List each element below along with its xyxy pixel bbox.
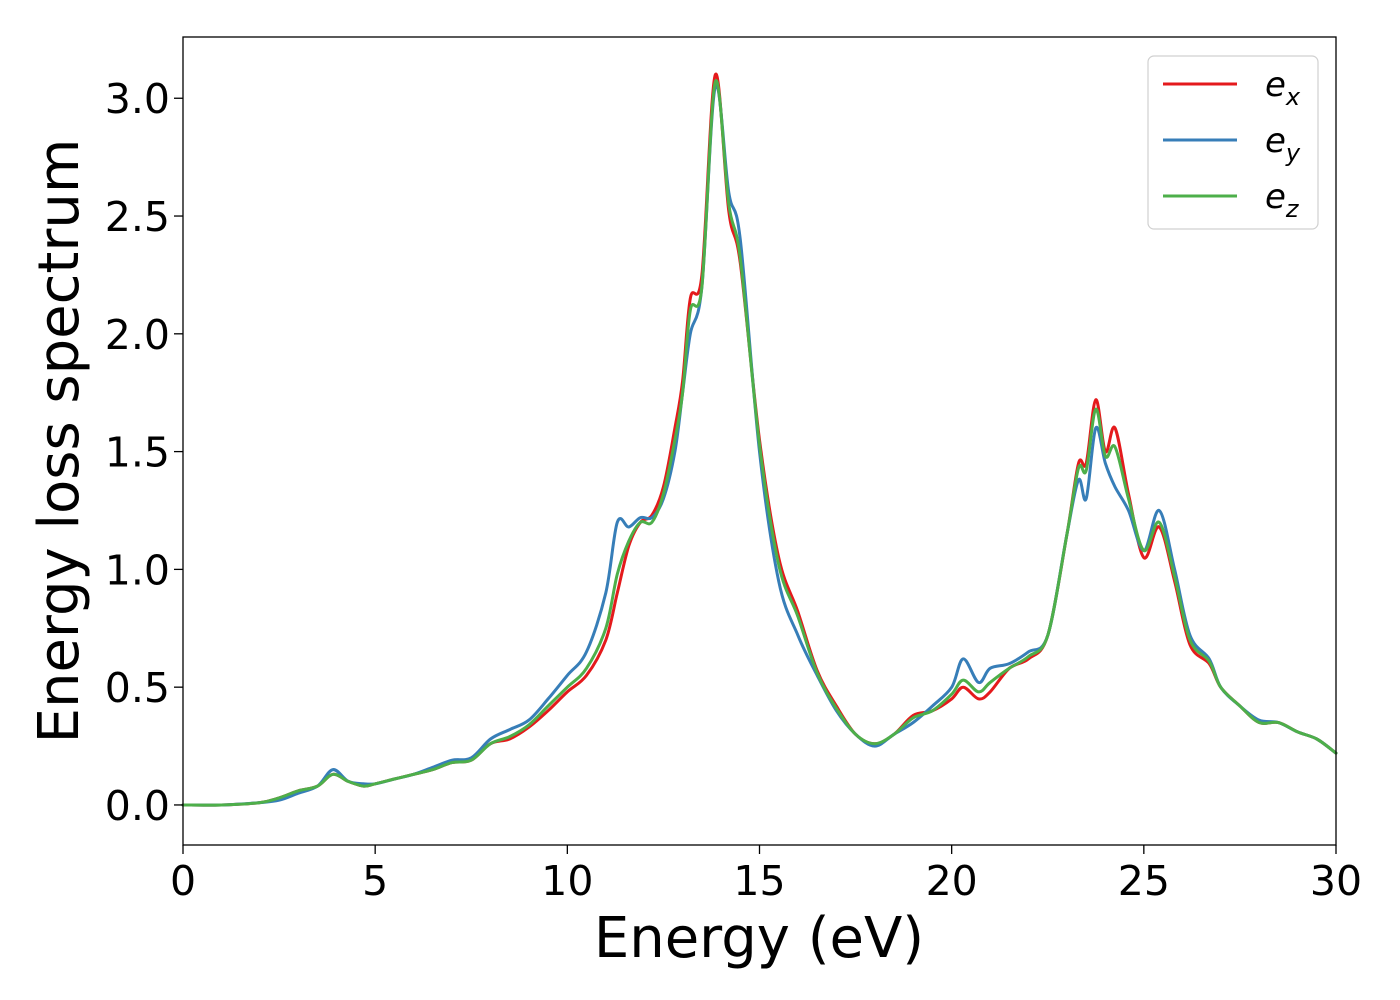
y-axis: 0.0 0.5 1.0 1.5 2.0 2.5 3.0: [105, 75, 183, 830]
legend-label-y: ey: [1265, 121, 1301, 167]
y-tick-label: 0.0: [105, 782, 170, 830]
x-tick-label: 20: [926, 857, 978, 905]
legend-label-z: ez: [1265, 177, 1300, 223]
y-tick-label: 2.5: [105, 193, 170, 241]
x-axis-label: Energy (eV): [594, 906, 924, 971]
y-axis-label: Energy loss spectrum: [27, 139, 92, 744]
series-line-z: [181, 79, 1338, 807]
y-tick-label: 0.5: [105, 664, 170, 712]
x-tick-label: 0: [170, 857, 196, 905]
legend: ex ey ez: [1147, 55, 1319, 230]
y-tick-label: 1.0: [105, 546, 170, 594]
x-tick-label: 10: [541, 857, 593, 905]
legend-box: [1147, 55, 1319, 230]
x-axis: 0 5 10 15 20 25 30: [170, 845, 1362, 905]
x-tick-label: 15: [733, 857, 785, 905]
y-tick-label: 2.0: [105, 311, 170, 359]
y-tick-label: 3.0: [105, 75, 170, 123]
legend-label-x: ex: [1265, 65, 1301, 111]
x-tick-label: 30: [1310, 857, 1362, 905]
x-tick-label: 5: [362, 857, 388, 905]
series-layer: [181, 72, 1338, 807]
y-tick-label: 1.5: [105, 429, 170, 477]
x-tick-label: 25: [1118, 857, 1170, 905]
